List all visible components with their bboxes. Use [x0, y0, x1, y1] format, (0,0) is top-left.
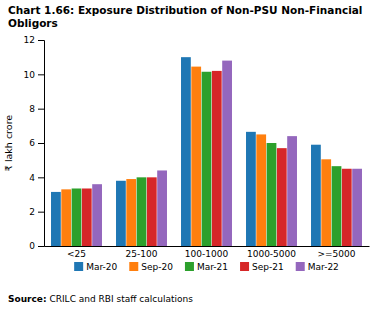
bar [181, 57, 191, 246]
y-axis-title: ₹ lakh crore [3, 115, 14, 171]
bar [246, 132, 256, 246]
legend-item: Mar-20 [74, 262, 117, 272]
y-tick-mark [38, 212, 44, 213]
bar [116, 181, 126, 246]
y-tick: 10 [24, 70, 44, 80]
legend-swatch [240, 262, 249, 271]
y-tick: 12 [24, 35, 44, 45]
bar [137, 177, 147, 246]
bar [212, 71, 222, 246]
legend-swatch [185, 262, 194, 271]
series-group [72, 72, 342, 246]
bar [72, 188, 82, 246]
legend-swatch [74, 262, 83, 271]
legend-label: Mar-22 [308, 262, 339, 272]
chart-container: Chart 1.66: Exposure Distribution of Non… [0, 0, 379, 310]
x-tick: 1000-5000 [247, 249, 296, 259]
y-tick: 4 [29, 173, 44, 183]
x-tick: 25-100 [126, 249, 158, 259]
y-tick-label: 8 [29, 104, 35, 114]
y-tick-mark [38, 143, 44, 144]
bar [287, 136, 297, 246]
legend-label: Mar-21 [197, 262, 228, 272]
bar [61, 189, 71, 246]
x-tick-label: 100-1000 [185, 249, 229, 259]
y-tick-label: 6 [29, 138, 35, 148]
bar [222, 61, 232, 246]
bar [126, 179, 136, 246]
x-tick-label: 1000-5000 [247, 249, 296, 259]
bar [332, 166, 342, 246]
bar [191, 67, 201, 246]
title: Chart 1.66: Exposure Distribution of Non… [8, 4, 362, 29]
bar [352, 169, 362, 246]
legend: Mar-20 Sep-20 Mar-21 Sep-21 Mar-22 [74, 262, 339, 272]
legend-label: Sep-20 [141, 262, 173, 272]
bar [256, 134, 266, 246]
x-axis: <25 25-100 100-1000 1000-5000 >=5000 [45, 247, 370, 260]
bar [311, 145, 321, 246]
bar [321, 159, 331, 246]
legend-label: Mar-20 [86, 262, 117, 272]
legend-swatch [296, 262, 305, 271]
bar [92, 184, 102, 246]
legend-item: Mar-22 [296, 262, 339, 272]
y-tick-label: 4 [29, 173, 35, 183]
series-group [61, 67, 331, 246]
y-axis-line [38, 41, 45, 247]
y-tick: 6 [29, 138, 44, 148]
y-tick-label: 2 [29, 207, 35, 217]
bar [267, 143, 277, 246]
title-line: Obligors [8, 17, 58, 29]
bar [202, 72, 212, 246]
bar [82, 188, 92, 246]
title-line: Chart 1.66: Exposure Distribution of Non… [8, 4, 362, 16]
bar [157, 170, 167, 246]
y-tick-mark [38, 246, 44, 247]
source: Source: CRILC and RBI staff calculations [8, 294, 193, 304]
y-tick: 8 [29, 104, 44, 114]
y-tick-mark [38, 74, 44, 75]
chart-svg: Chart 1.66: Exposure Distribution of Non… [0, 0, 379, 310]
x-tick: >=5000 [318, 249, 356, 259]
y-axis: 0 2 4 6 8 10 12 [24, 35, 45, 251]
bar [51, 192, 61, 246]
x-tick: <25 [67, 249, 86, 259]
legend-item: Mar-21 [185, 262, 228, 272]
series-group [92, 61, 362, 246]
legend-swatch [129, 262, 138, 271]
legend-label: Sep-21 [252, 262, 284, 272]
x-tick-label: <25 [67, 249, 86, 259]
x-tick-label: 25-100 [126, 249, 158, 259]
y-tick-mark [38, 40, 44, 41]
plot-area: <25 25-100 100-1000 1000-5000 >=5000 0 2 4 6 8 10 1… [24, 35, 370, 259]
y-tick-mark [38, 109, 44, 110]
bar [277, 148, 287, 246]
x-tick-label: >=5000 [318, 249, 356, 259]
source-label: Source: [8, 294, 47, 304]
series-group [82, 71, 352, 246]
series-group [51, 57, 321, 246]
y-tick-label: 10 [24, 70, 36, 80]
legend-item: Sep-20 [129, 262, 173, 272]
bar [147, 177, 157, 246]
y-tick-label: 12 [24, 35, 35, 45]
y-tick-mark [38, 177, 44, 178]
y-tick: 0 [29, 241, 44, 251]
legend-item: Sep-21 [240, 262, 284, 272]
y-tick: 2 [29, 207, 44, 217]
x-axis-line [45, 246, 370, 247]
y-tick-label: 0 [29, 241, 35, 251]
source-text: CRILC and RBI staff calculations [47, 294, 194, 304]
bars [51, 57, 362, 246]
x-tick: 100-1000 [185, 249, 229, 259]
bar [342, 169, 352, 246]
